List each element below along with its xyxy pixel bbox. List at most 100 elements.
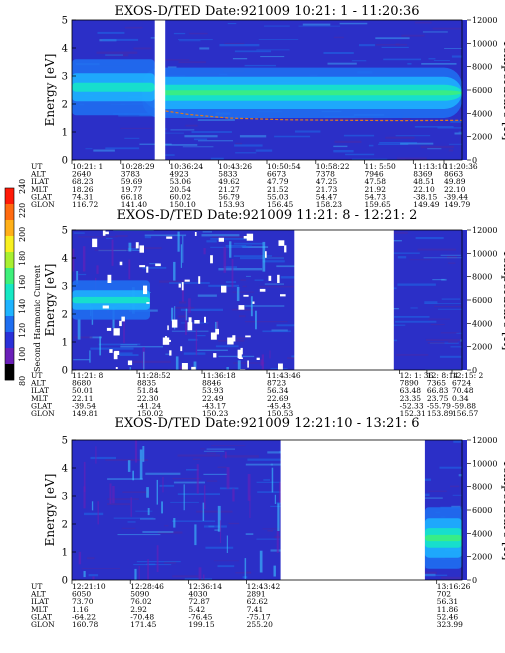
y-right-tick-label: 8000 [472, 483, 492, 492]
colorbar-cell [5, 204, 14, 221]
orbit-row-label: GLON [31, 200, 55, 209]
spectrogram-streak [202, 231, 212, 233]
spectrogram-streak [95, 446, 97, 464]
orbit-cell: 158.23 [316, 200, 342, 209]
spectrogram-streak [218, 268, 263, 271]
spectrogram-streak [177, 493, 220, 495]
spectrogram-streak [105, 147, 140, 150]
spectrogram-streak [97, 501, 99, 525]
spectrogram-streak [417, 248, 456, 251]
spectrogram-streak [81, 568, 120, 570]
orbit-cell: 323.99 [437, 620, 463, 629]
data-dropout [268, 275, 272, 281]
orbit-cell: 18.26 [72, 185, 94, 194]
orbit-cell: 12:36:14 [188, 582, 222, 591]
spectrogram-streak [395, 320, 437, 323]
spectrogram-streak [173, 481, 205, 484]
spectrogram-streak [181, 287, 184, 302]
spectrogram-streak [439, 466, 462, 469]
y-right-tick-label: 6000 [472, 296, 492, 305]
spectrogram-streak [172, 520, 216, 522]
spectrogram-streak [192, 458, 201, 460]
orbit-cell: 55.03 [267, 192, 289, 201]
spectrogram-streak [232, 488, 235, 502]
data-dropout [227, 337, 234, 345]
spectrogram-streak [159, 484, 175, 487]
orbit-cell: -45.43 [267, 401, 291, 410]
spectrogram-streak [186, 469, 199, 471]
orbit-cell: -55.79 [427, 401, 451, 410]
orbit-cell: 150.23 [202, 409, 228, 418]
data-dropout [247, 360, 249, 368]
colorbar-tick-label: 200 [18, 227, 27, 242]
colorscale-strip [462, 230, 467, 370]
spectrogram-streak [432, 27, 462, 30]
colorbar-cell [5, 364, 14, 381]
colorscale-strip-fill [462, 230, 467, 370]
spectrogram-streak [188, 338, 198, 341]
spectrogram-streak [89, 350, 91, 363]
orbit-cell: 50.01 [72, 386, 93, 395]
orbit-cell: -43.17 [202, 401, 226, 410]
spectrogram-streak [424, 303, 462, 304]
data-dropout [107, 274, 112, 283]
spectrogram-streak [240, 279, 246, 281]
spectrogram-streak [434, 306, 462, 308]
orbit-cell: 11:43:46 [267, 371, 301, 380]
orbit-cell: 66.83 [427, 386, 449, 395]
spectrogram-streak [178, 39, 213, 41]
data-dropout [256, 357, 260, 360]
spectrogram-streak [225, 245, 247, 247]
spectrogram-streak [394, 316, 430, 318]
spectrogram-streak [414, 126, 454, 128]
orbit-cell: 76.02 [130, 597, 152, 606]
spectrogram-streak [232, 308, 254, 311]
spectrogram-streak [235, 152, 257, 154]
orbit-cell: 48.51 [413, 177, 434, 186]
y-tick-label: 4 [62, 464, 68, 475]
spectrogram-streak [381, 46, 409, 48]
spectrogram-streak [177, 454, 221, 457]
colorscale-strip-fill [462, 20, 467, 160]
spectrogram-streak [189, 32, 208, 35]
spectrogram-streak [177, 231, 180, 252]
data-dropout [218, 237, 224, 242]
orbit-cell: 53.93 [202, 386, 224, 395]
y-tick-label: 2 [62, 520, 68, 531]
spectrogram-streak [223, 246, 227, 273]
spectrogram-streak [144, 234, 187, 237]
spectrogram-streak [210, 246, 248, 248]
y-right-tick-label: 2000 [472, 133, 492, 142]
spectrogram-streak [219, 520, 222, 543]
spectrogram-streak [124, 26, 143, 29]
spectrogram-streak [72, 248, 75, 272]
orbit-cell: -76.45 [188, 612, 212, 621]
orbit-cell: 8723 [267, 379, 286, 388]
orbit-cell: 21.92 [365, 185, 387, 194]
spectrogram-streak [206, 452, 216, 454]
orbit-cell: 13:16:26 [437, 582, 471, 591]
spectrogram-streak [206, 448, 235, 450]
orbit-cell: 152.31 [400, 409, 426, 418]
spectrogram-streak [129, 367, 131, 370]
spectrogram-streak [123, 319, 125, 344]
data-dropout [198, 276, 201, 284]
spectrogram-streak [440, 332, 459, 334]
data-dropout [171, 319, 178, 328]
data-dropout [184, 279, 190, 282]
data-dropout [215, 328, 219, 335]
orbit-cell: 21.73 [316, 185, 338, 194]
spectrogram-streak [218, 355, 255, 358]
spectrogram-streak [427, 490, 447, 492]
orbit-cell: 10:50:54 [267, 162, 301, 171]
spectrogram-streak [174, 306, 176, 330]
spectrogram-streak [267, 530, 274, 532]
spectrogram-streak [416, 574, 448, 576]
spectrogram-streak [96, 265, 99, 274]
spectrogram-streak [274, 494, 276, 504]
spectrogram-streak [172, 575, 200, 578]
spectrogram-streak [255, 149, 273, 152]
y-right-tick-label: 0 [472, 576, 477, 585]
spectrogram-streak [242, 285, 247, 288]
